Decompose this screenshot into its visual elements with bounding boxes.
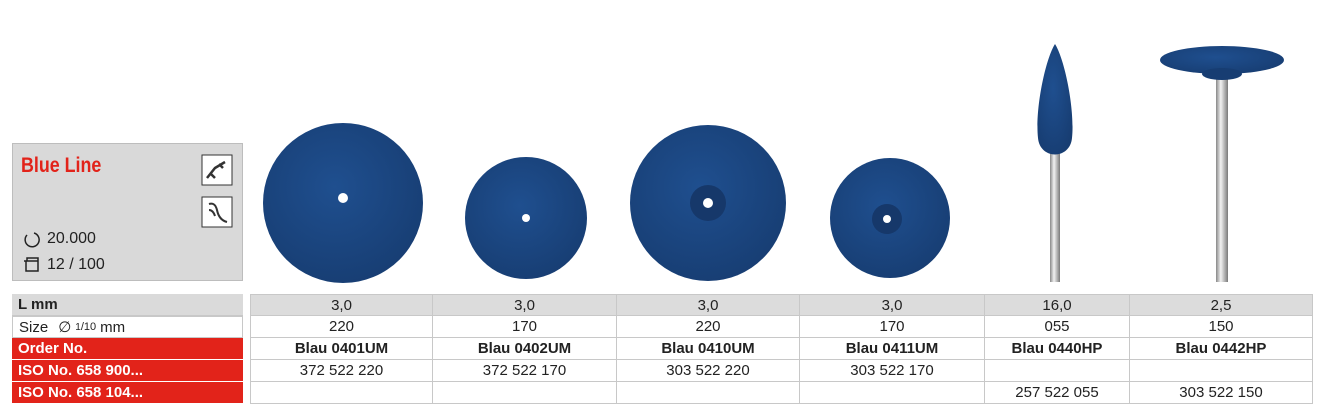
cell (433, 382, 617, 404)
hole (522, 214, 530, 222)
unit: 1 (75, 321, 81, 333)
shank (1050, 150, 1060, 282)
info-box: Blue Line 20.000 12 / 100 (12, 143, 243, 281)
shank (1216, 70, 1228, 282)
icon-contra-angle (201, 196, 233, 228)
unit: mm (100, 318, 126, 336)
cell: 372 522 220 (250, 360, 433, 382)
cell: 303 522 150 (1130, 382, 1313, 404)
cell: 220 (250, 316, 433, 338)
flame-polisher (1037, 44, 1073, 155)
product-images (263, 44, 1284, 283)
cell: 372 522 170 (433, 360, 617, 382)
icon-pack (24, 257, 39, 272)
row-label: ISO No. 658 104... (12, 382, 243, 404)
cell: 055 (985, 316, 1130, 338)
cell: Blau 0440HP (985, 338, 1130, 360)
label-text: Size (19, 318, 49, 336)
cell: 170 (800, 316, 985, 338)
cell: 303 522 220 (617, 360, 800, 382)
cell: 16,0 (985, 294, 1130, 316)
hole (883, 215, 891, 223)
cell (1130, 360, 1313, 382)
cell: 3,0 (433, 294, 617, 316)
cell: 170 (433, 316, 617, 338)
lens-polisher (1160, 46, 1284, 74)
icon-speed (24, 232, 40, 248)
unit: /10 (80, 321, 97, 333)
icon-handpiece (201, 154, 233, 186)
speed: 20.000 (47, 230, 96, 247)
unit: ∅ (58, 319, 72, 336)
pack: 12 / 100 (47, 256, 105, 273)
cell: 257 522 055 (985, 382, 1130, 404)
row-label: ISO No. 658 900... (12, 360, 243, 382)
cell (985, 360, 1130, 382)
cell: 303 522 170 (800, 360, 985, 382)
cell: 220 (617, 316, 800, 338)
cell: 3,0 (800, 294, 985, 316)
cell: Blau 0401UM (250, 338, 433, 360)
cell: 2,5 (1130, 294, 1313, 316)
label-text: ISO No. 658 900... (18, 362, 144, 379)
hole (338, 193, 348, 203)
lens-base (1202, 68, 1242, 80)
cell: Blau 0411UM (800, 338, 985, 360)
cell (617, 382, 800, 404)
cell: 3,0 (250, 294, 433, 316)
cell: 150 (1130, 316, 1313, 338)
cell: 3,0 (617, 294, 800, 316)
title: Blue Line (21, 154, 102, 177)
row-label: Size ∅ 1/10 mm (12, 316, 243, 338)
label-text: L mm (18, 296, 58, 313)
hole (703, 198, 713, 208)
cell: Blau 0410UM (617, 338, 800, 360)
cell: Blau 0442HP (1130, 338, 1313, 360)
cell: Blau 0402UM (433, 338, 617, 360)
row-label: L mm (12, 294, 243, 316)
cell (250, 382, 433, 404)
label-text: Order No. (18, 340, 88, 357)
row-label: Order No. (12, 338, 243, 360)
cell (800, 382, 985, 404)
label-text: ISO No. 658 104... (18, 384, 144, 401)
